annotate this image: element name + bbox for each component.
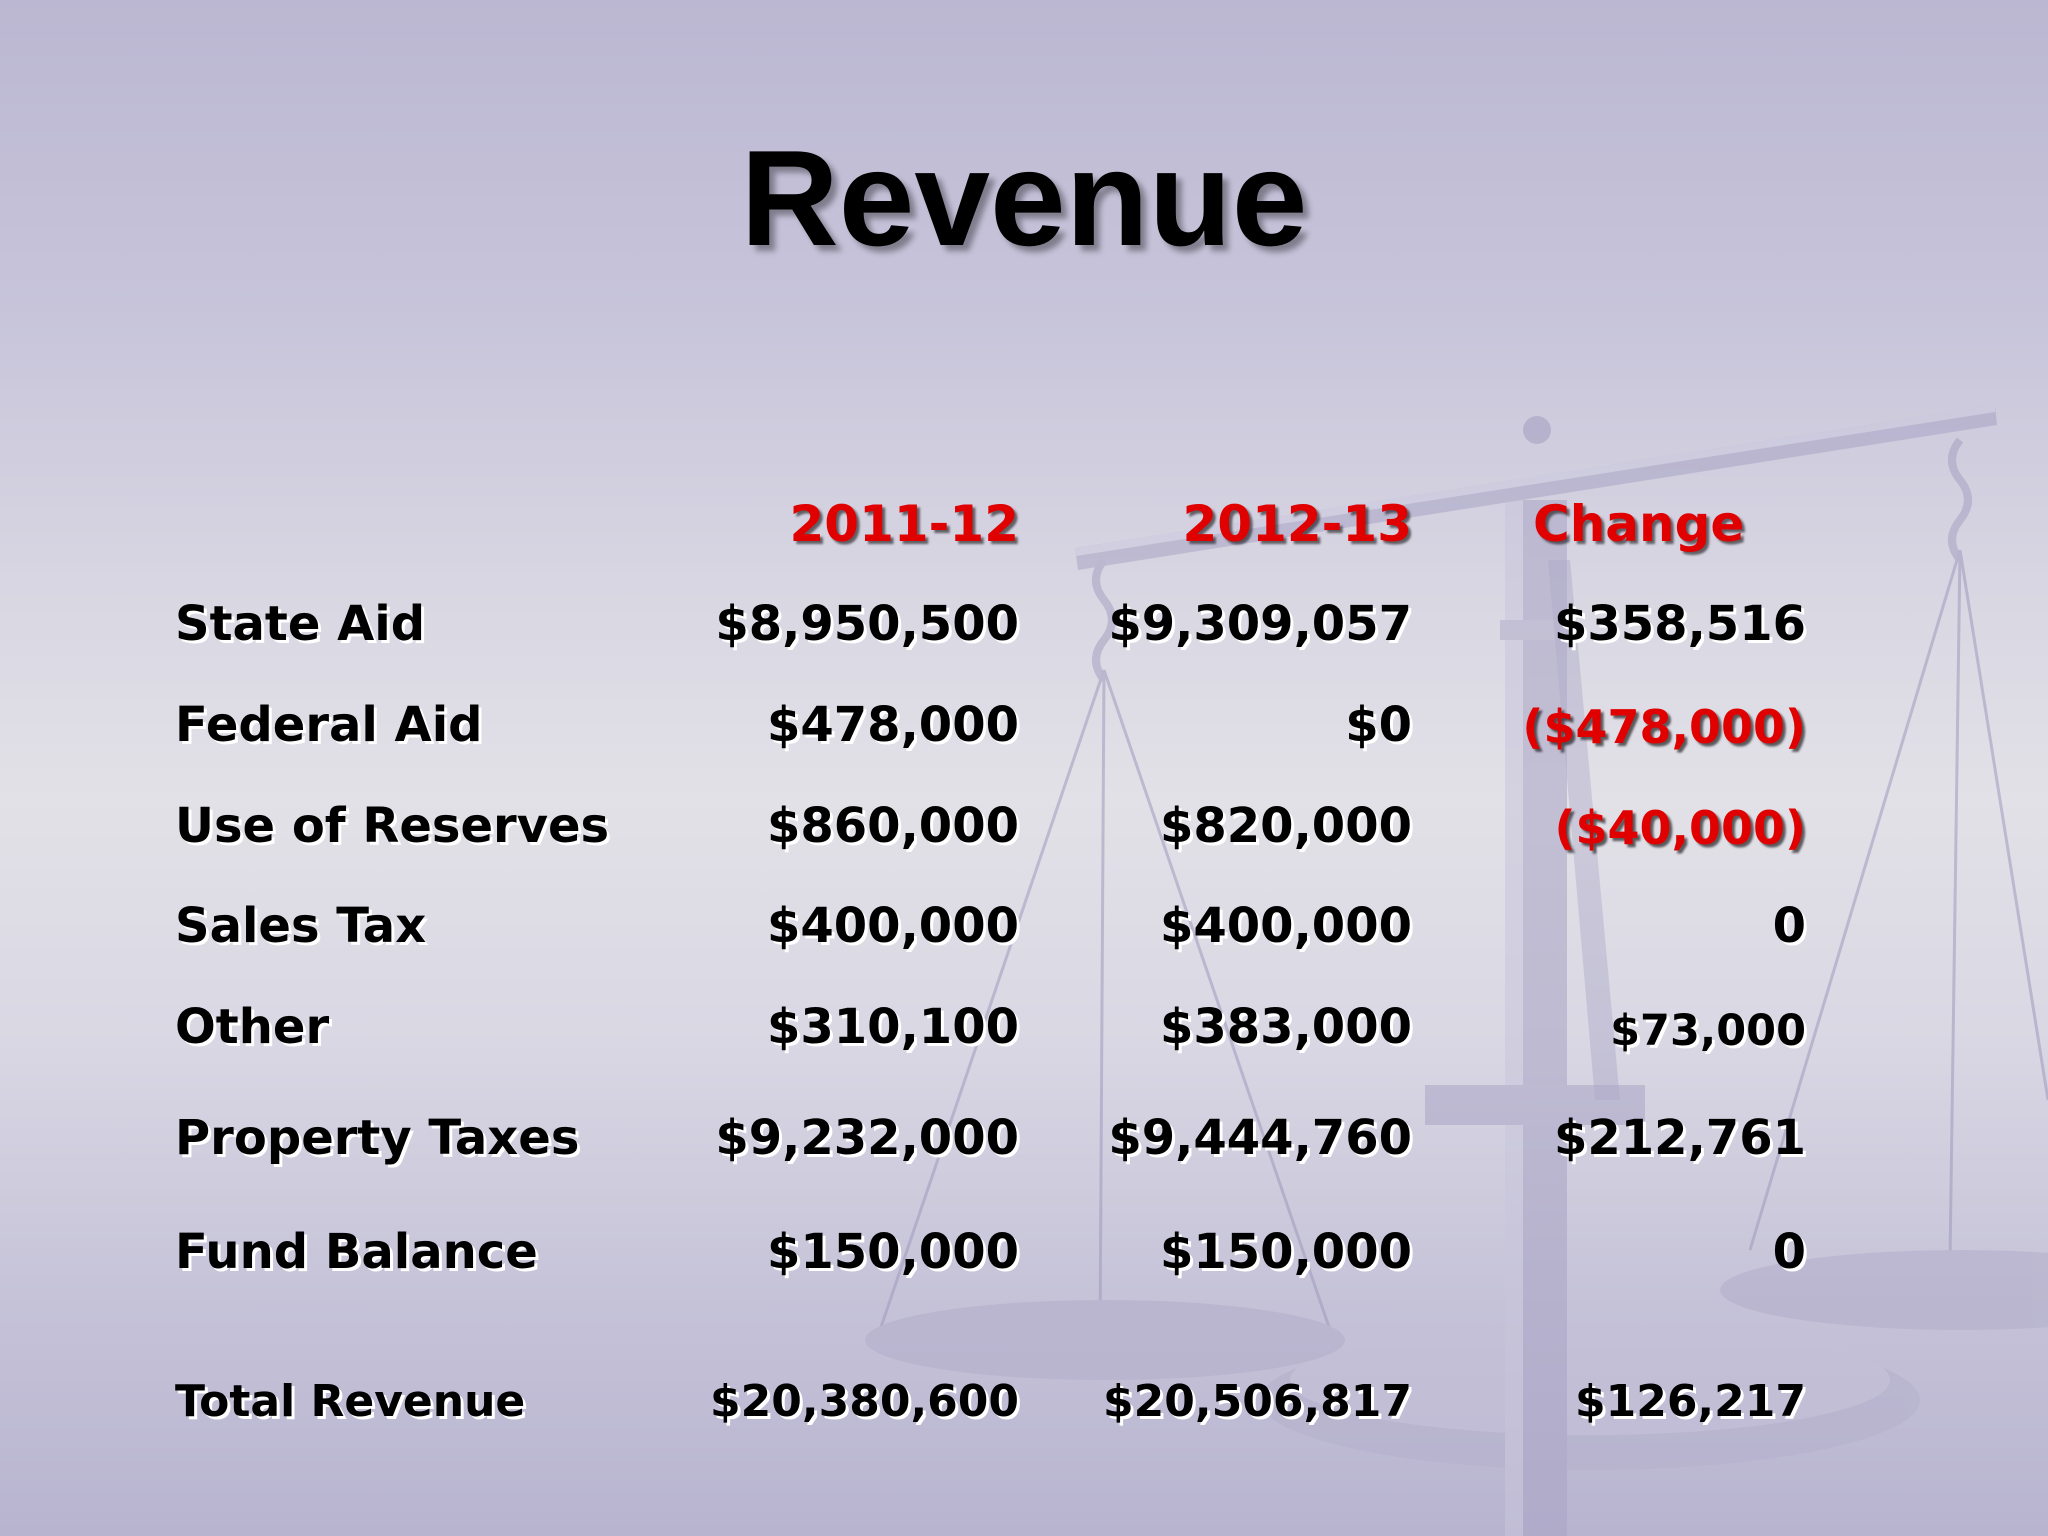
- cell-use-of-reserves-change: ($40,000): [1554, 801, 1806, 855]
- cell-total-revenue-2011-12: $20,380,600: [710, 1376, 1019, 1427]
- cell-total-revenue-2012-13: $20,506,817: [1103, 1376, 1412, 1427]
- cell-sales-tax-2012-13: $400,000: [1159, 898, 1412, 954]
- cell-fund-balance-2012-13: $150,000: [1159, 1224, 1412, 1280]
- cell-state-aid-2012-13: $9,309,057: [1108, 596, 1412, 652]
- row-label-use-of-reserves: Use of Reserves: [175, 798, 610, 854]
- cell-federal-aid-2011-12: $478,000: [766, 697, 1019, 753]
- row-label-total-revenue: Total Revenue: [175, 1376, 526, 1427]
- cell-use-of-reserves-2012-13: $820,000: [1159, 798, 1412, 854]
- cell-use-of-reserves-2011-12: $860,000: [766, 798, 1019, 854]
- cell-total-revenue-change: $126,217: [1574, 1376, 1806, 1427]
- row-label-sales-tax: Sales Tax: [175, 898, 427, 954]
- row-label-property-taxes: Property Taxes: [175, 1110, 580, 1166]
- column-header-2012-13: 2012-13: [1182, 495, 1413, 553]
- cell-state-aid-2011-12: $8,950,500: [715, 596, 1019, 652]
- cell-property-taxes-2011-12: $9,232,000: [715, 1110, 1019, 1166]
- cell-other-change: $73,000: [1610, 1006, 1806, 1056]
- cell-property-taxes-change: $212,761: [1553, 1110, 1806, 1166]
- cell-fund-balance-change: 0: [1772, 1224, 1806, 1280]
- column-header-change: Change: [1533, 495, 1745, 553]
- cell-federal-aid-change: ($478,000): [1522, 700, 1806, 754]
- row-label-fund-balance: Fund Balance: [175, 1224, 538, 1280]
- cell-fund-balance-2011-12: $150,000: [766, 1224, 1019, 1280]
- row-label-state-aid: State Aid: [175, 596, 426, 652]
- slide-title: Revenue: [740, 122, 1308, 274]
- cell-property-taxes-2012-13: $9,444,760: [1108, 1110, 1412, 1166]
- cell-other-2011-12: $310,100: [766, 999, 1019, 1055]
- row-label-federal-aid: Federal Aid: [175, 697, 483, 753]
- cell-sales-tax-change: 0: [1772, 898, 1806, 954]
- row-label-other: Other: [175, 999, 330, 1055]
- cell-sales-tax-2011-12: $400,000: [766, 898, 1019, 954]
- column-header-2011-12: 2011-12: [789, 495, 1020, 553]
- cell-state-aid-change: $358,516: [1553, 596, 1806, 652]
- cell-other-2012-13: $383,000: [1159, 999, 1412, 1055]
- cell-federal-aid-2012-13: $0: [1345, 697, 1412, 753]
